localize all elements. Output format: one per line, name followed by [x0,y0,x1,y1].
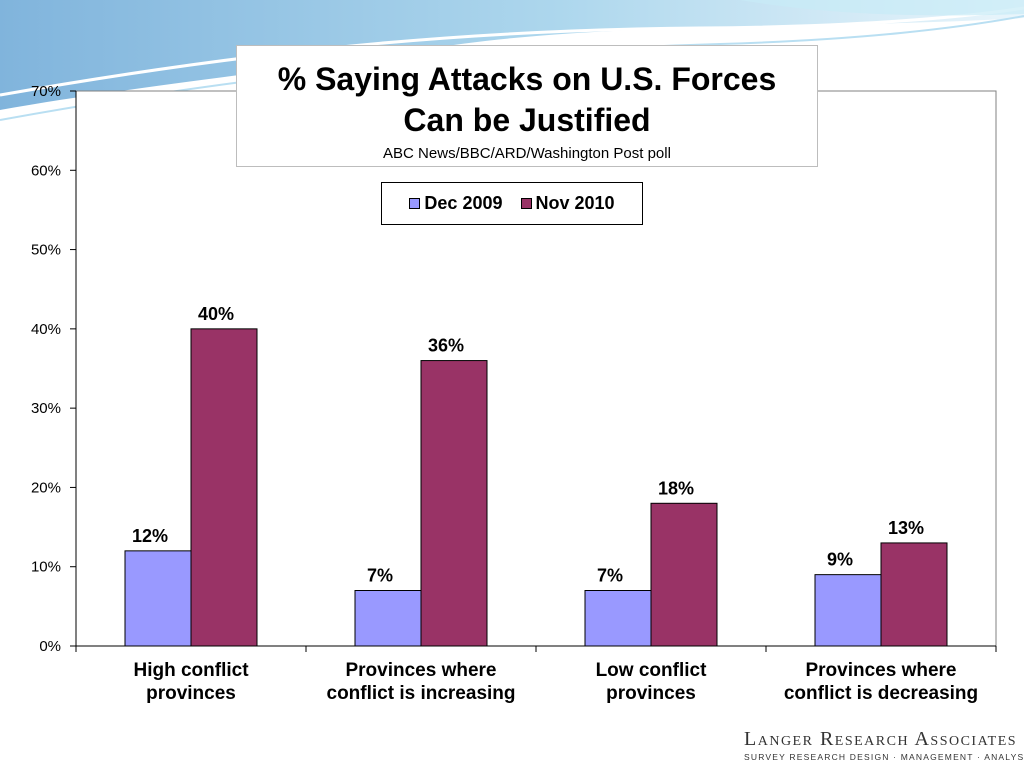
bar-nov-2010 [650,502,718,647]
chart-subtitle: ABC News/BBC/ARD/Washington Post poll [383,145,671,162]
y-tick-label: 0% [39,638,61,655]
y-tick-label: 60% [31,162,61,179]
data-label: 36% [428,336,464,356]
logo-tagline: SURVEY RESEARCH DESIGN · MANAGEMENT · AN… [744,752,1024,762]
category-label: provinces [146,683,236,704]
chart-title-line-1: % Saying Attacks on U.S. Forces [277,61,777,97]
legend-swatch-dec-2009 [409,198,421,209]
data-label: 7% [597,566,623,586]
data-label: 12% [132,526,168,546]
category-label: High conflict [133,660,249,681]
legend-swatch-nov-2010 [520,198,532,209]
category-label: Low conflict [596,660,708,681]
langer-logo: Langer Research Associates SURVEY RESEAR… [744,728,1024,762]
y-tick-label: 50% [31,242,61,259]
legend-item-nov-2010: Nov 2010 [520,193,615,214]
chart-legend: Dec 2009 Nov 2010 [381,182,643,225]
category-label: conflict is decreasing [784,683,978,704]
bar-nov-2010 [880,542,948,647]
bar-dec-2009 [814,574,882,647]
bar-dec-2009 [584,590,652,647]
y-tick-label: 40% [31,321,61,338]
data-label: 9% [827,550,853,570]
category-label: conflict is increasing [327,683,516,704]
category-label: Provinces where [345,660,496,681]
category-label: Provinces where [805,660,956,681]
data-label: 7% [367,566,393,586]
bar-nov-2010 [190,328,258,647]
chart-title-line-2: Can be Justified [403,102,651,138]
legend-label-dec-2009: Dec 2009 [424,193,503,213]
category-label: provinces [606,683,696,704]
data-label: 18% [658,478,694,498]
legend-item-dec-2009: Dec 2009 [409,193,503,214]
y-tick-label: 10% [31,559,61,576]
y-tick-label: 70% [31,83,61,100]
data-label: 40% [198,304,234,324]
bar-dec-2009 [124,550,192,647]
legend-label-nov-2010: Nov 2010 [535,193,615,213]
chart-title-box: % Saying Attacks on U.S. Forces Can be J… [236,45,818,167]
data-label: 13% [888,518,924,538]
y-tick-label: 20% [31,479,61,496]
y-tick-label: 30% [31,400,61,417]
bar-dec-2009 [354,590,422,647]
bar-nov-2010 [420,360,488,647]
logo-name: Langer Research Associates [744,728,1018,750]
